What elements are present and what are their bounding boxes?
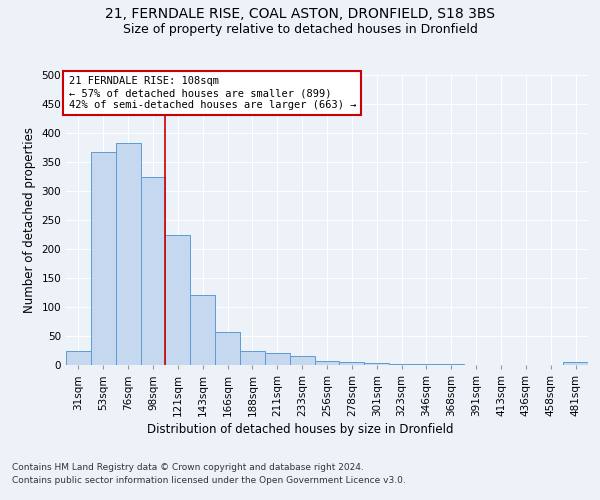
Bar xyxy=(265,354,290,365)
Bar xyxy=(314,361,340,365)
Text: Contains HM Land Registry data © Crown copyright and database right 2024.: Contains HM Land Registry data © Crown c… xyxy=(12,462,364,471)
Bar xyxy=(414,364,439,365)
Bar xyxy=(240,350,265,365)
Bar xyxy=(215,332,240,365)
Bar xyxy=(190,296,215,365)
Text: 21, FERNDALE RISE, COAL ASTON, DRONFIELD, S18 3BS: 21, FERNDALE RISE, COAL ASTON, DRONFIELD… xyxy=(105,8,495,22)
Bar xyxy=(166,234,190,365)
Bar xyxy=(91,152,116,365)
Bar xyxy=(340,362,364,365)
Y-axis label: Number of detached properties: Number of detached properties xyxy=(23,127,36,313)
Text: Contains public sector information licensed under the Open Government Licence v3: Contains public sector information licen… xyxy=(12,476,406,485)
Bar xyxy=(389,364,414,365)
Bar xyxy=(290,356,314,365)
Text: Distribution of detached houses by size in Dronfield: Distribution of detached houses by size … xyxy=(147,422,453,436)
Text: Size of property relative to detached houses in Dronfield: Size of property relative to detached ho… xyxy=(122,22,478,36)
Bar xyxy=(66,350,91,365)
Bar xyxy=(563,362,588,365)
Text: 21 FERNDALE RISE: 108sqm
← 57% of detached houses are smaller (899)
42% of semi-: 21 FERNDALE RISE: 108sqm ← 57% of detach… xyxy=(68,76,356,110)
Bar xyxy=(364,364,389,365)
Bar xyxy=(439,364,464,365)
Bar xyxy=(116,143,140,365)
Bar xyxy=(140,176,166,365)
